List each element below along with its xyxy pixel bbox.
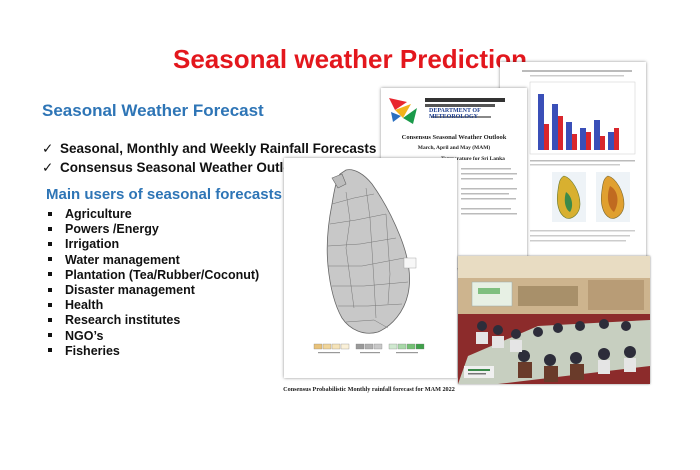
checkmark-icon: ✓ (42, 141, 54, 156)
users-list: Agriculture Powers /Energy Irrigation Wa… (48, 207, 259, 359)
list-item-label: Disaster management (65, 282, 195, 297)
sri-lanka-map-graphic (313, 169, 425, 354)
list-item: Water management (48, 253, 259, 268)
list-item-label: Health (65, 298, 104, 313)
section-title: Seasonal Weather Forecast (42, 101, 264, 120)
list-item-label: Plantation (Tea/Rubber/Coconut) (65, 267, 260, 282)
square-bullet-icon (48, 333, 52, 338)
list-item-label: Powers /Energy (65, 222, 159, 237)
square-bullet-icon (48, 272, 52, 277)
rainfall-map-image (284, 158, 457, 378)
list-item-label: Water management (65, 252, 180, 267)
meeting-room-graphic (458, 256, 650, 384)
outlook-text-lines (461, 168, 517, 215)
list-item: Plantation (Tea/Rubber/Coconut) (48, 268, 259, 283)
list-item: Powers /Energy (48, 222, 259, 237)
outlook-page-graphic (389, 98, 505, 124)
list-item-label: Agriculture (65, 207, 132, 221)
list-item: ✓ Seasonal, Monthly and Weekly Rainfall F… (42, 139, 376, 158)
list-item-label: Fisheries (65, 343, 120, 358)
list-item-label: Research institutes (65, 313, 181, 328)
square-bullet-icon (48, 211, 52, 216)
meeting-room-photo (458, 256, 650, 384)
square-bullet-icon (48, 257, 52, 262)
list-item-label: Irrigation (65, 237, 120, 252)
list-item: Agriculture (48, 207, 259, 222)
square-bullet-icon (48, 348, 52, 353)
square-bullet-icon (48, 226, 52, 231)
department-logo-icon (389, 98, 417, 124)
report-page-graphic (522, 70, 636, 242)
square-bullet-icon (48, 242, 52, 247)
list-item-label: NGO’s (65, 328, 104, 343)
list-item: NGO’s (48, 329, 259, 344)
list-item: Fisheries (48, 344, 259, 359)
square-bullet-icon (48, 318, 52, 323)
list-item: Disaster management (48, 283, 259, 298)
outlook-heading: Consensus Seasonal Weather Outlook (401, 134, 507, 141)
list-item: Irrigation (48, 237, 259, 252)
map-caption: Consensus Probabilistic Monthly rainfall… (283, 386, 455, 393)
square-bullet-icon (48, 302, 52, 307)
checkmark-icon: ✓ (42, 160, 54, 175)
department-name: DEPARTMENT OF METEOROLOGY (429, 108, 481, 120)
outlook-subheading: Temperature for Sri Lanka (441, 156, 505, 162)
square-bullet-icon (48, 287, 52, 292)
users-title: Main users of seasonal forecasts (46, 186, 282, 203)
list-item-label: Seasonal, Monthly and Weekly Rainfall Fo… (60, 141, 377, 156)
list-item-label: Consensus Seasonal Weather Outlook (60, 160, 308, 175)
slide-title: Seasonal weather Prediction (172, 44, 527, 74)
forecast-list: ✓ Seasonal, Monthly and Weekly Rainfall F… (42, 139, 376, 177)
report-document-image (500, 62, 646, 270)
list-item: Health (48, 298, 259, 313)
outlook-months: March, April and May (MAM) (417, 145, 491, 151)
list-item: ✓ Consensus Seasonal Weather Outlook (42, 158, 376, 177)
list-item: Research institutes (48, 313, 259, 328)
